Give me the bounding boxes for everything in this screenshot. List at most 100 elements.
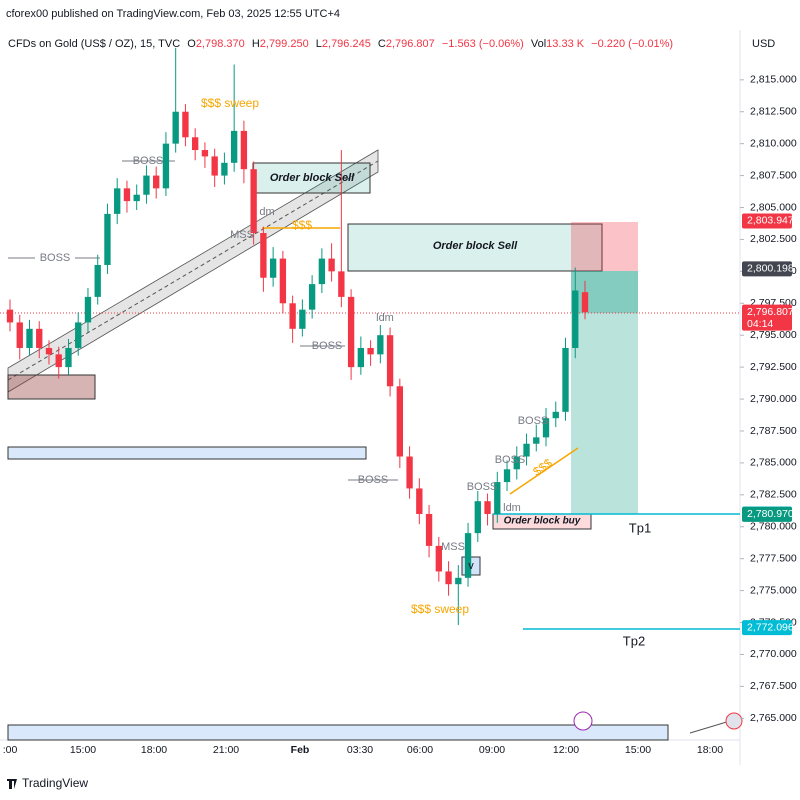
candle-body — [581, 292, 589, 313]
candle-body — [143, 175, 150, 195]
candle-body — [406, 456, 413, 489]
price-badge — [742, 261, 792, 277]
candle-body — [445, 571, 452, 585]
candle-body — [338, 271, 345, 297]
o-label: O — [187, 38, 196, 50]
candle-body — [572, 290, 579, 348]
candle-body — [377, 335, 384, 355]
candle-body — [299, 309, 306, 329]
zone — [7, 724, 669, 741]
candle-body — [123, 188, 131, 202]
tp-label: Tp2 — [623, 633, 645, 648]
l-label: L — [316, 38, 322, 50]
event-icon — [725, 712, 743, 730]
x-tick-label: 06:00 — [407, 744, 433, 756]
candle-body — [269, 258, 277, 278]
candle-body — [425, 513, 433, 546]
candle-body — [36, 328, 43, 348]
candle-body — [474, 501, 481, 534]
y-tick-label: 2,780.000 — [750, 521, 797, 533]
candle-body — [513, 456, 520, 470]
candle-body — [84, 296, 92, 323]
boss-label: BOSS — [495, 454, 526, 466]
y-tick-label: 2,777.500 — [750, 552, 797, 564]
candle-body — [435, 545, 442, 572]
price-badge-label: 2,800.198 — [747, 263, 794, 275]
y-tick-label: 2,805.000 — [750, 201, 797, 213]
candle-body — [182, 111, 189, 138]
currency: USD — [752, 38, 775, 50]
y-tick-label: 2,815.000 — [750, 74, 797, 86]
marker-label: v — [468, 560, 474, 572]
candle-body — [533, 437, 540, 444]
candle-body — [16, 322, 23, 348]
order-block-label: Order block Sell — [270, 172, 355, 184]
event-icon — [573, 711, 593, 731]
candle-body — [484, 501, 491, 514]
x-tick-label: 09:00 — [479, 744, 505, 756]
candle-body — [75, 322, 82, 348]
candle-body — [162, 143, 170, 189]
stop-zone — [571, 222, 638, 271]
candle-body — [347, 296, 355, 368]
candle-body — [211, 156, 218, 176]
candle-body — [192, 137, 199, 151]
y-tick-label: 2,807.500 — [750, 169, 797, 181]
y-tick-label: 2,792.500 — [750, 361, 797, 373]
candle-body — [172, 111, 179, 144]
x-tick-label: 21:00 — [213, 744, 239, 756]
order-block-label: Order block Sell — [433, 240, 518, 252]
idm-label: ldm — [503, 502, 521, 514]
vol-label: Vol — [531, 38, 546, 50]
tp-label: Tp1 — [629, 520, 651, 535]
candle-body — [357, 347, 365, 368]
y-tick-label: 2,770.000 — [750, 648, 797, 660]
vol-change: −0.220 (−0.01%) — [591, 38, 673, 50]
y-tick-label: 2,790.000 — [750, 393, 797, 405]
price-badge — [742, 213, 792, 229]
candle-body — [201, 150, 209, 157]
candle-body — [552, 411, 559, 419]
price-badge — [742, 620, 792, 636]
candle-body — [386, 335, 394, 387]
y-tick-label: 2,782.500 — [750, 489, 797, 501]
footer-brand: TradingView — [22, 776, 88, 790]
candle-body — [523, 443, 530, 457]
candle-body — [279, 258, 287, 304]
price-badge-label: 2,803.947 — [747, 215, 794, 227]
liquidity-label: $$$ — [292, 218, 312, 232]
boss-label: BOSS — [518, 415, 549, 427]
dm-label: dm — [259, 206, 274, 218]
candle-body — [94, 264, 101, 297]
candle-body — [55, 354, 62, 368]
sweep-line — [509, 447, 579, 495]
price-badge-label: 2,780.970 — [747, 508, 794, 520]
publisher: cforex00 published on TradingView.com, F… — [6, 8, 340, 20]
x-tick-label: :00 — [3, 744, 18, 756]
x-tick-label: 15:00 — [70, 744, 96, 756]
mss-label: MSS — [441, 541, 465, 553]
logo — [7, 779, 17, 789]
candle-body — [367, 347, 374, 355]
candle-body — [494, 482, 501, 514]
boss-label: BOSS — [312, 340, 343, 352]
candle-body — [104, 213, 111, 265]
candle-body — [221, 162, 228, 176]
candle-body — [542, 418, 550, 438]
candle-body — [45, 347, 53, 355]
candle-body — [114, 188, 121, 214]
candle-body — [6, 309, 14, 323]
sweep-label: $$$ sweep — [411, 602, 469, 616]
y-tick-label: 2,795.000 — [750, 329, 797, 341]
price-badge — [742, 506, 792, 522]
y-tick-label: 2,765.000 — [750, 712, 797, 724]
candle-body — [562, 347, 569, 412]
price-badge-label: 2,772.096 — [747, 621, 794, 633]
price-badge — [742, 304, 792, 331]
change: −1.563 (−0.06%) — [442, 38, 524, 50]
candle-body — [240, 130, 248, 170]
y-tick-label: 2,775.000 — [750, 584, 797, 596]
candle-body — [328, 258, 335, 272]
candle-body — [153, 175, 160, 189]
y-tick-label: 2,787.500 — [750, 425, 797, 437]
